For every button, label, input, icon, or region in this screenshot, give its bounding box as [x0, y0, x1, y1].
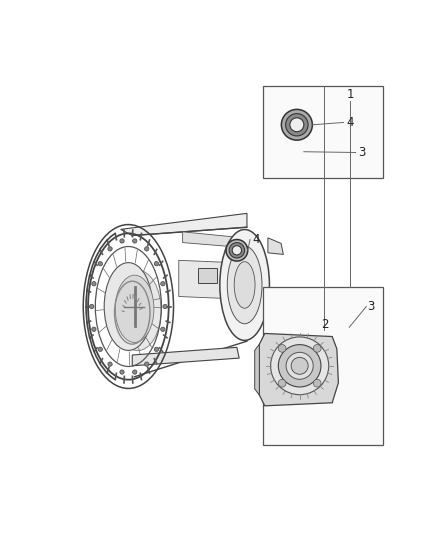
Text: 1: 1: [346, 88, 354, 101]
Circle shape: [154, 262, 159, 266]
Ellipse shape: [286, 352, 313, 379]
Ellipse shape: [291, 357, 308, 374]
Polygon shape: [344, 382, 350, 389]
Bar: [263, 86, 383, 178]
Circle shape: [313, 379, 321, 387]
Circle shape: [89, 304, 94, 309]
Circle shape: [229, 243, 245, 258]
Polygon shape: [268, 238, 283, 254]
Polygon shape: [183, 232, 239, 247]
Polygon shape: [343, 334, 350, 341]
Circle shape: [278, 379, 286, 387]
Circle shape: [145, 362, 149, 366]
Polygon shape: [345, 350, 352, 357]
Ellipse shape: [271, 337, 328, 394]
Circle shape: [145, 247, 149, 251]
Polygon shape: [132, 348, 239, 366]
Polygon shape: [345, 366, 352, 373]
Circle shape: [92, 281, 96, 286]
Circle shape: [133, 370, 137, 374]
Ellipse shape: [234, 262, 255, 308]
Polygon shape: [298, 151, 305, 158]
Circle shape: [161, 327, 165, 332]
Polygon shape: [198, 268, 218, 284]
Circle shape: [226, 239, 248, 261]
Circle shape: [290, 118, 304, 132]
Polygon shape: [341, 319, 348, 325]
Circle shape: [161, 281, 165, 286]
Ellipse shape: [114, 270, 161, 351]
Text: 3: 3: [358, 146, 365, 159]
Circle shape: [98, 262, 102, 266]
Ellipse shape: [220, 230, 269, 341]
Text: 2: 2: [321, 318, 328, 330]
Circle shape: [281, 109, 312, 140]
Circle shape: [154, 347, 159, 351]
Circle shape: [108, 362, 112, 366]
Circle shape: [286, 114, 308, 136]
Circle shape: [98, 347, 102, 351]
Circle shape: [313, 344, 321, 352]
Polygon shape: [120, 213, 247, 236]
Polygon shape: [268, 316, 283, 334]
Circle shape: [278, 344, 286, 352]
Ellipse shape: [227, 246, 262, 324]
Circle shape: [163, 304, 167, 309]
Polygon shape: [179, 260, 233, 299]
Polygon shape: [255, 344, 259, 395]
Bar: [263, 287, 383, 445]
Circle shape: [108, 247, 112, 251]
Polygon shape: [259, 334, 339, 406]
Ellipse shape: [104, 263, 152, 350]
Ellipse shape: [278, 345, 321, 387]
Polygon shape: [275, 293, 282, 300]
Text: 4: 4: [252, 233, 260, 246]
Circle shape: [120, 239, 124, 243]
Circle shape: [120, 370, 124, 374]
Circle shape: [92, 327, 96, 332]
Circle shape: [133, 239, 137, 243]
Polygon shape: [285, 300, 291, 307]
Ellipse shape: [115, 275, 154, 343]
Text: 3: 3: [367, 300, 374, 313]
Circle shape: [232, 246, 241, 255]
Text: 4: 4: [346, 116, 353, 129]
